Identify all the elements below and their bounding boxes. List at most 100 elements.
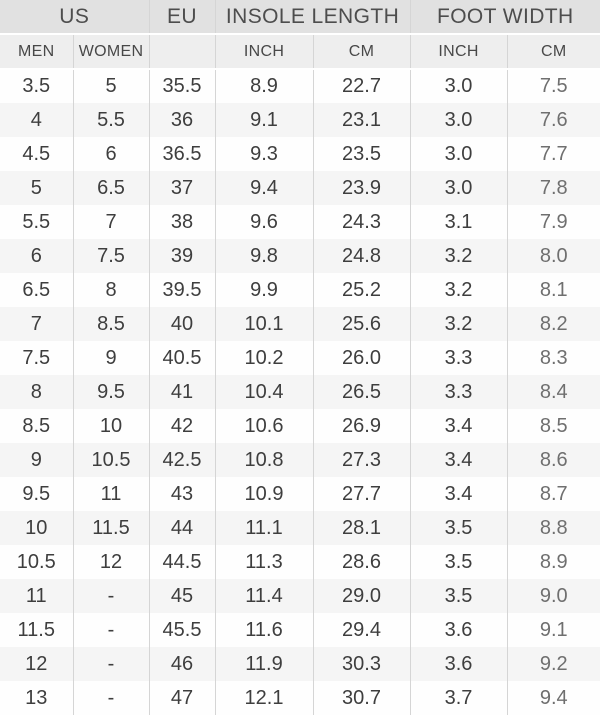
table-cell: 36 [148,103,216,137]
subheader-insole-cm: CM [312,34,411,70]
table-cell: 8.1 [506,273,600,307]
table-cell: 3.5 [409,579,508,613]
table-cell: 47 [148,681,216,715]
table-cell: 28.6 [312,545,411,579]
table-cell: 29.0 [312,579,411,613]
table-cell: 9 [0,443,73,477]
table-cell: 8.8 [506,511,600,545]
table-cell: 9 [72,341,150,375]
table-cell: 3.4 [409,477,508,511]
table-cell: 6 [72,137,150,171]
table-row: 8 9.5 41 10.4 26.5 3.3 8.4 [0,375,600,409]
table-cell: 11.5 [72,511,150,545]
table-row: 3.5 5 35.5 8.9 22.7 3.0 7.5 [0,69,600,103]
table-cell: 10.1 [214,307,314,341]
table-cell: 24.3 [312,205,411,239]
table-cell: - [72,681,150,715]
table-row: 11.5-45.5 11.6 29.4 3.6 9.1 [0,613,600,647]
table-cell: 7.5 [506,69,600,103]
table-cell: 10.5 [72,443,150,477]
table-cell: 11 [0,579,73,613]
table-cell: 6 [0,239,73,273]
table-body: 3.5 5 35.5 8.9 22.7 3.0 7.5 4 5.5 36 9.1 23.1 3.0 7.6… [0,69,600,715]
table-cell: 11.6 [214,613,314,647]
table-cell: 42 [148,409,216,443]
table-cell: 5.5 [72,103,150,137]
table-cell: 9.1 [506,613,600,647]
table-cell: 28.1 [312,511,411,545]
table-row: 4 5.5 36 9.1 23.1 3.0 7.6 [0,103,600,137]
table-cell: 30.7 [312,681,411,715]
subheader-women: WOMEN [72,34,150,70]
table-row: 11-45 11.4 29.0 3.5 9.0 [0,579,600,613]
table-cell: 45.5 [148,613,216,647]
table-cell: 9.9 [214,273,314,307]
table-cell: 45 [148,579,216,613]
table-cell: 8 [72,273,150,307]
table-cell: 22.7 [312,69,411,103]
table-cell: 7.5 [0,341,73,375]
table-cell: 3.0 [409,171,508,205]
table-row: 8.5 10 42 10.6 26.9 3.4 8.5 [0,409,600,443]
table-cell: 10.4 [214,375,314,409]
table-cell: 12 [0,647,73,681]
table-cell: 3.5 [0,69,73,103]
table-cell: 25.2 [312,273,411,307]
table-cell: 3.5 [409,545,508,579]
table-cell: 8.5 [506,409,600,443]
table-cell: 8.0 [506,239,600,273]
table-cell: 9.3 [214,137,314,171]
subheader-insole-inch: INCH [214,34,314,70]
subheader-men: MEN [0,34,73,70]
table-cell: 23.1 [312,103,411,137]
table-cell: 3.0 [409,137,508,171]
table-cell: 7.6 [506,103,600,137]
table-cell: 40.5 [148,341,216,375]
table-cell: 25.6 [312,307,411,341]
table-cell: 44.5 [148,545,216,579]
table-cell: 3.3 [409,375,508,409]
table-cell: 37 [148,171,216,205]
table-cell: 39 [148,239,216,273]
table-row: 10.5 12 44.5 11.3 28.6 3.5 8.9 [0,545,600,579]
table-cell: 9.4 [506,681,600,715]
table-cell: 8.7 [506,477,600,511]
table-cell: 8 [0,375,73,409]
table-cell: 8.6 [506,443,600,477]
table-cell: 8.5 [0,409,73,443]
table-cell: 9.5 [72,375,150,409]
table-cell: 29.4 [312,613,411,647]
table-cell: 8.9 [214,69,314,103]
table-cell: 9.8 [214,239,314,273]
table-row: 7 8.5 40 10.1 25.6 3.2 8.2 [0,307,600,341]
table-header: US EU INSOLE LENGTH FOOT WIDTH MEN WOMEN… [0,0,600,70]
table-cell: 9.4 [214,171,314,205]
table-cell: 3.0 [409,69,508,103]
table-cell: 10.9 [214,477,314,511]
table-cell: 3.5 [409,511,508,545]
table-row: 9.5 11 43 10.9 27.7 3.4 8.7 [0,477,600,511]
table-cell: 12.1 [214,681,314,715]
table-cell: - [72,613,150,647]
table-cell: 7.9 [506,205,600,239]
table-cell: 10.8 [214,443,314,477]
table-cell: 9.0 [506,579,600,613]
table-cell: 5 [72,69,150,103]
table-cell: 23.9 [312,171,411,205]
table-cell: 8.4 [506,375,600,409]
table-cell: 3.4 [409,409,508,443]
table-cell: 4.5 [0,137,73,171]
header-foot-width: FOOT WIDTH [409,0,600,35]
table-cell: 27.3 [312,443,411,477]
table-cell: 26.9 [312,409,411,443]
table-cell: 9.1 [214,103,314,137]
table-cell: 11.9 [214,647,314,681]
table-cell: 23.5 [312,137,411,171]
table-cell: 8.5 [72,307,150,341]
table-row: 5 6.5 37 9.4 23.9 3.0 7.8 [0,171,600,205]
table-cell: 3.3 [409,341,508,375]
table-row: 10 11.5 44 11.1 28.1 3.5 8.8 [0,511,600,545]
table-cell: 10.2 [214,341,314,375]
table-row: 9 10.5 42.5 10.8 27.3 3.4 8.6 [0,443,600,477]
